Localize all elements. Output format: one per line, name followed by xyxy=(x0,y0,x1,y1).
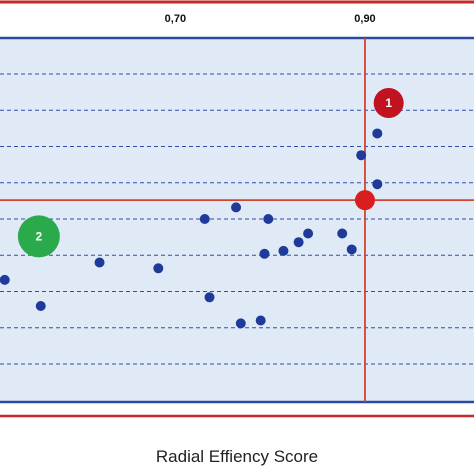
data-point xyxy=(255,315,266,326)
data-point xyxy=(303,228,314,239)
data-point xyxy=(278,245,289,256)
highlight-point xyxy=(354,190,375,211)
data-point xyxy=(153,263,164,274)
badge-2-circle xyxy=(17,215,60,258)
x-tick-label: 0,90 xyxy=(354,13,375,25)
x-axis-title: Radial Effiency Score xyxy=(155,447,319,466)
x-tick-label: 0,70 xyxy=(165,13,186,25)
data-point xyxy=(356,150,367,161)
data-points xyxy=(0,128,383,329)
data-point xyxy=(372,128,383,139)
data-point xyxy=(0,274,10,285)
data-point xyxy=(35,301,46,311)
data-point xyxy=(346,244,357,255)
data-point xyxy=(235,318,246,329)
cluster-badges: 12 xyxy=(17,88,404,258)
data-point xyxy=(372,179,383,190)
data-point xyxy=(337,228,348,239)
badge-2-label: 2 xyxy=(36,229,43,243)
data-point xyxy=(259,248,270,259)
data-point xyxy=(199,214,210,224)
data-point xyxy=(204,292,215,303)
data-point xyxy=(263,214,274,224)
data-point xyxy=(94,257,105,268)
badge-1-label: 1 xyxy=(385,96,392,110)
data-point xyxy=(293,237,304,248)
badge-1-circle xyxy=(373,88,404,118)
plot-area xyxy=(0,38,474,402)
x-tick-labels: 0,70 0,90 xyxy=(165,13,376,25)
data-point xyxy=(231,202,242,213)
